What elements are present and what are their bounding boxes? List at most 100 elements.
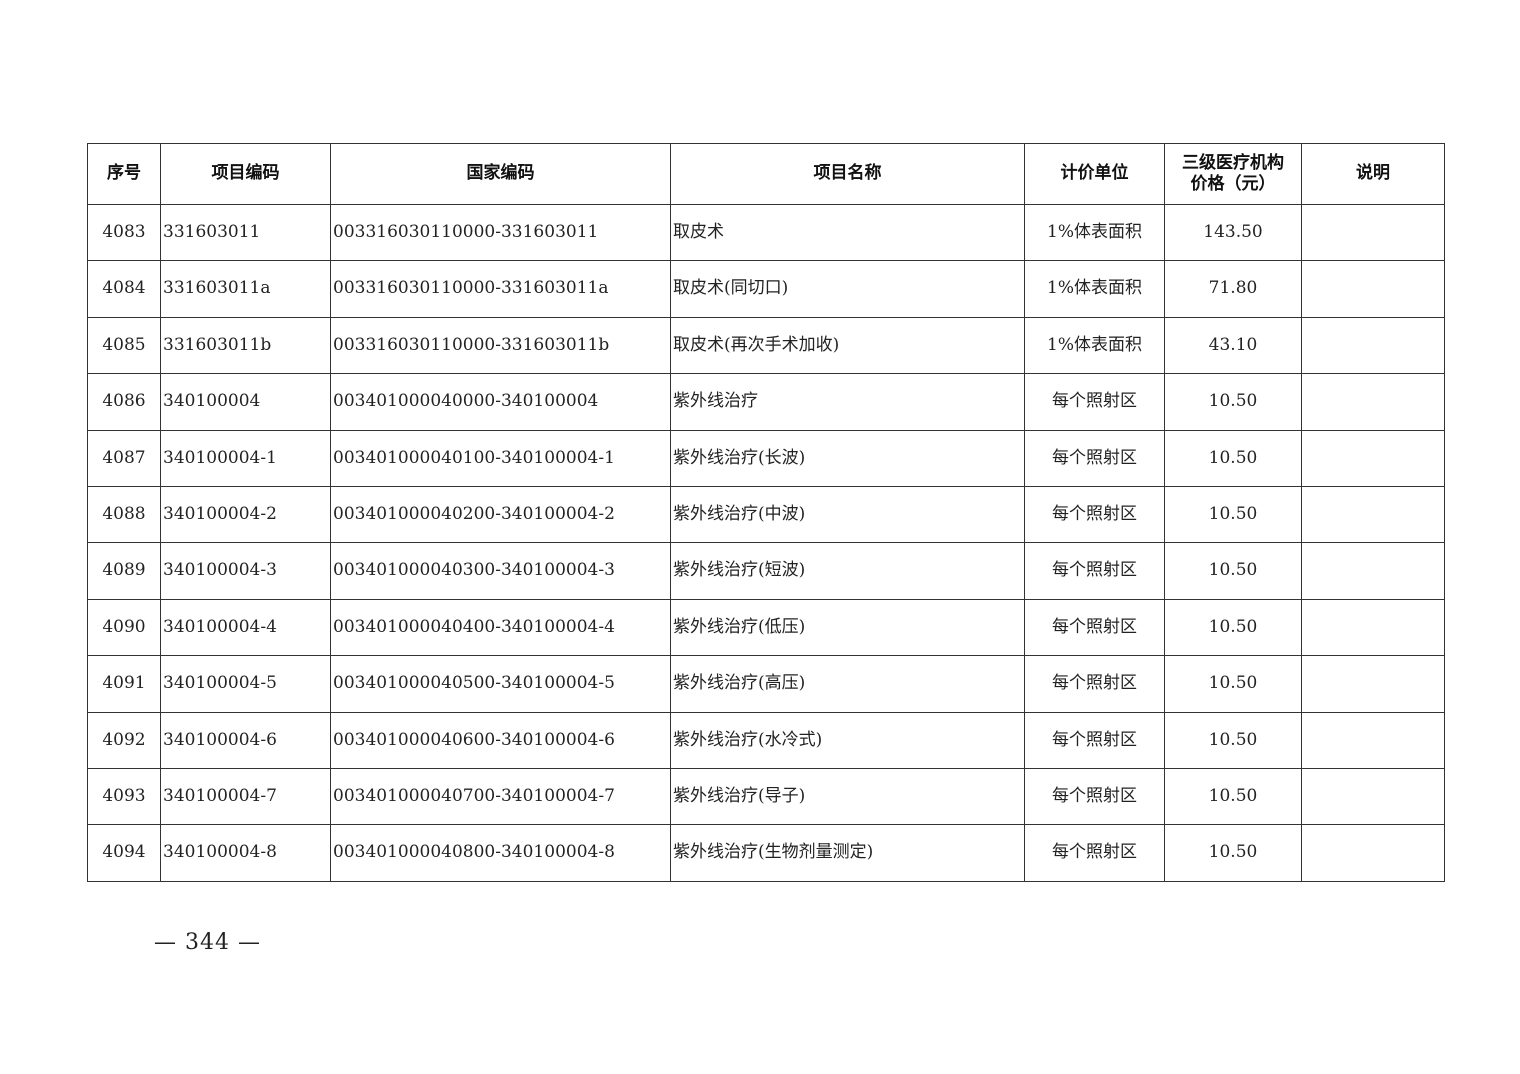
- page-number: — 344 —: [154, 930, 261, 955]
- cell-item-name: 紫外线治疗(中波): [670, 485, 1025, 544]
- cell-index: 4083: [87, 203, 161, 262]
- cell-index: 4085: [87, 316, 161, 375]
- cell-price: 10.50: [1164, 767, 1302, 826]
- cell-index: 4087: [87, 429, 161, 487]
- cell-unit: 每个照射区: [1024, 655, 1165, 713]
- table-row: 4088 340100004-2 003401000040200-340100004…: [87, 485, 1445, 544]
- cell-price: 10.50: [1164, 542, 1302, 600]
- table-row: 4085 331603011b 003316030110000-331603011b…: [87, 316, 1445, 375]
- cell-item-name: 取皮术(同切口): [670, 260, 1025, 318]
- cell-item-name: 紫外线治疗: [670, 373, 1025, 431]
- cell-item-name: 紫外线治疗(短波): [670, 542, 1025, 600]
- header-price-line1: 三级医疗机构: [1182, 152, 1284, 173]
- cell-unit: 每个照射区: [1024, 598, 1165, 657]
- cell-unit: 每个照射区: [1024, 824, 1165, 882]
- cell-notes: [1301, 260, 1445, 318]
- cell-item-code: 331603011: [160, 203, 331, 262]
- cell-item-code: 340100004-3: [160, 542, 331, 600]
- cell-unit: 每个照射区: [1024, 767, 1165, 826]
- cell-notes: [1301, 655, 1445, 713]
- cell-item-code: 331603011a: [160, 260, 331, 318]
- cell-item-name: 紫外线治疗(低压): [670, 598, 1025, 657]
- table-row: 4093 340100004-7 003401000040700-340100004…: [87, 767, 1445, 826]
- cell-item-code: 340100004-6: [160, 711, 331, 769]
- header-national-code: 国家编码: [330, 143, 671, 205]
- cell-national-code: 003316030110000-331603011: [330, 203, 671, 262]
- cell-national-code: 003401000040100-340100004-1: [330, 429, 671, 487]
- cell-notes: [1301, 316, 1445, 375]
- header-price-line2: 价格（元）: [1190, 174, 1276, 194]
- cell-national-code: 003401000040500-340100004-5: [330, 655, 671, 713]
- cell-notes: [1301, 824, 1445, 882]
- cell-item-code: 340100004-2: [160, 485, 331, 544]
- cell-item-name: 紫外线治疗(水冷式): [670, 711, 1025, 769]
- cell-price: 10.50: [1164, 655, 1302, 713]
- cell-item-code: 340100004-1: [160, 429, 331, 487]
- cell-item-code: 340100004-7: [160, 767, 331, 826]
- price-table: 序号 项目编码 国家编码 项目名称 计价单位 三级医疗机构 价格（元） 说明 40…: [87, 143, 1445, 882]
- header-item-code: 项目编码: [160, 143, 331, 205]
- cell-price: 10.50: [1164, 429, 1302, 487]
- cell-unit: 1%体表面积: [1024, 260, 1165, 318]
- cell-item-name: 紫外线治疗(长波): [670, 429, 1025, 487]
- cell-notes: [1301, 203, 1445, 262]
- cell-index: 4084: [87, 260, 161, 318]
- header-item-name: 项目名称: [670, 143, 1025, 205]
- table-header-row: 序号 项目编码 国家编码 项目名称 计价单位 三级医疗机构 价格（元） 说明: [87, 143, 1445, 205]
- cell-unit: 1%体表面积: [1024, 203, 1165, 262]
- cell-price: 10.50: [1164, 598, 1302, 657]
- cell-item-name: 紫外线治疗(导子): [670, 767, 1025, 826]
- cell-notes: [1301, 711, 1445, 769]
- table-row: 4084 331603011a 003316030110000-331603011a…: [87, 260, 1445, 318]
- cell-price: 10.50: [1164, 824, 1302, 882]
- header-index: 序号: [87, 143, 161, 205]
- table-row: 4087 340100004-1 003401000040100-340100004…: [87, 429, 1445, 487]
- cell-price: 43.10: [1164, 316, 1302, 375]
- header-price: 三级医疗机构 价格（元）: [1164, 143, 1302, 205]
- cell-national-code: 003401000040300-340100004-3: [330, 542, 671, 600]
- cell-unit: 每个照射区: [1024, 429, 1165, 487]
- cell-index: 4092: [87, 711, 161, 769]
- cell-unit: 每个照射区: [1024, 485, 1165, 544]
- cell-item-code: 331603011b: [160, 316, 331, 375]
- cell-price: 71.80: [1164, 260, 1302, 318]
- cell-index: 4093: [87, 767, 161, 826]
- cell-national-code: 003401000040600-340100004-6: [330, 711, 671, 769]
- table-row: 4083 331603011 003316030110000-331603011 取皮…: [87, 203, 1445, 262]
- cell-unit: 1%体表面积: [1024, 316, 1165, 375]
- header-notes: 说明: [1301, 143, 1445, 205]
- table-row: 4094 340100004-8 003401000040800-340100004…: [87, 824, 1445, 882]
- cell-index: 4089: [87, 542, 161, 600]
- cell-item-name: 取皮术(再次手术加收): [670, 316, 1025, 375]
- cell-index: 4090: [87, 598, 161, 657]
- cell-national-code: 003401000040800-340100004-8: [330, 824, 671, 882]
- cell-national-code: 003401000040400-340100004-4: [330, 598, 671, 657]
- cell-index: 4094: [87, 824, 161, 882]
- table-row: 4091 340100004-5 003401000040500-340100004…: [87, 655, 1445, 713]
- cell-item-name: 紫外线治疗(生物剂量测定): [670, 824, 1025, 882]
- table-row: 4092 340100004-6 003401000040600-340100004…: [87, 711, 1445, 769]
- cell-item-name: 取皮术: [670, 203, 1025, 262]
- table-row: 4089 340100004-3 003401000040300-340100004…: [87, 542, 1445, 600]
- header-unit: 计价单位: [1024, 143, 1165, 205]
- cell-index: 4091: [87, 655, 161, 713]
- cell-notes: [1301, 429, 1445, 487]
- cell-item-code: 340100004-5: [160, 655, 331, 713]
- cell-price: 143.50: [1164, 203, 1302, 262]
- table-row: 4090 340100004-4 003401000040400-340100004…: [87, 598, 1445, 657]
- cell-price: 10.50: [1164, 485, 1302, 544]
- cell-notes: [1301, 542, 1445, 600]
- cell-national-code: 003316030110000-331603011b: [330, 316, 671, 375]
- cell-unit: 每个照射区: [1024, 711, 1165, 769]
- cell-notes: [1301, 598, 1445, 657]
- cell-item-name: 紫外线治疗(高压): [670, 655, 1025, 713]
- cell-index: 4088: [87, 485, 161, 544]
- cell-notes: [1301, 485, 1445, 544]
- table-row: 4086 340100004 003401000040000-340100004 紫外…: [87, 373, 1445, 431]
- cell-price: 10.50: [1164, 373, 1302, 431]
- cell-item-code: 340100004-8: [160, 824, 331, 882]
- cell-national-code: 003316030110000-331603011a: [330, 260, 671, 318]
- cell-notes: [1301, 767, 1445, 826]
- cell-unit: 每个照射区: [1024, 373, 1165, 431]
- cell-national-code: 003401000040200-340100004-2: [330, 485, 671, 544]
